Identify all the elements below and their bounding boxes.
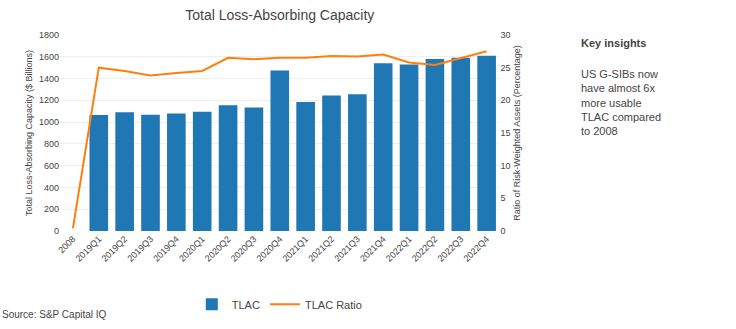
svg-text:2020Q3: 2020Q3 bbox=[229, 234, 259, 264]
svg-text:10: 10 bbox=[501, 161, 511, 171]
svg-text:1000: 1000 bbox=[39, 117, 59, 127]
svg-text:1200: 1200 bbox=[39, 95, 59, 105]
svg-text:1600: 1600 bbox=[39, 52, 59, 62]
svg-text:2021Q4: 2021Q4 bbox=[358, 234, 388, 264]
svg-text:US G-SIBs nowhave almost 6xmor: US G-SIBs nowhave almost 6xmore usableTL… bbox=[581, 68, 661, 137]
svg-text:TLAC: TLAC bbox=[232, 299, 260, 311]
svg-text:Key insights: Key insights bbox=[581, 37, 646, 49]
svg-text:5: 5 bbox=[501, 193, 506, 203]
svg-text:2021Q3: 2021Q3 bbox=[332, 234, 362, 264]
svg-text:2019Q4: 2019Q4 bbox=[151, 234, 181, 264]
svg-text:30: 30 bbox=[501, 30, 511, 40]
svg-text:1800: 1800 bbox=[39, 30, 59, 40]
svg-text:2019Q2: 2019Q2 bbox=[100, 234, 130, 264]
svg-text:2020Q2: 2020Q2 bbox=[203, 234, 233, 264]
svg-text:20: 20 bbox=[501, 95, 511, 105]
svg-text:0: 0 bbox=[54, 226, 59, 236]
svg-text:2022Q1: 2022Q1 bbox=[384, 234, 414, 264]
svg-text:2019Q1: 2019Q1 bbox=[74, 234, 104, 264]
svg-text:2022Q2: 2022Q2 bbox=[410, 234, 440, 264]
svg-text:2020Q4: 2020Q4 bbox=[255, 234, 285, 264]
svg-text:25: 25 bbox=[501, 63, 511, 73]
svg-text:TLAC Ratio: TLAC Ratio bbox=[305, 299, 362, 311]
svg-text:2020Q1: 2020Q1 bbox=[177, 234, 207, 264]
svg-text:Ratio of Risk-Weighted Assets: Ratio of Risk-Weighted Assets (Percentag… bbox=[512, 45, 522, 220]
svg-text:600: 600 bbox=[44, 161, 59, 171]
svg-text:2021Q1: 2021Q1 bbox=[281, 234, 311, 264]
svg-text:400: 400 bbox=[44, 183, 59, 193]
svg-text:Source: S&P Capital IQ: Source: S&P Capital IQ bbox=[2, 309, 107, 320]
svg-text:Total Loss-Absorbing Capacity: Total Loss-Absorbing Capacity ($ Billion… bbox=[24, 50, 34, 216]
svg-text:2021Q2: 2021Q2 bbox=[306, 234, 336, 264]
svg-text:15: 15 bbox=[501, 128, 511, 138]
svg-text:200: 200 bbox=[44, 204, 59, 214]
svg-text:2022Q3: 2022Q3 bbox=[436, 234, 466, 264]
svg-text:1400: 1400 bbox=[39, 74, 59, 84]
svg-text:2019Q3: 2019Q3 bbox=[125, 234, 155, 264]
svg-text:Total Loss-Absorbing Capacity: Total Loss-Absorbing Capacity bbox=[185, 7, 374, 23]
svg-text:2008: 2008 bbox=[56, 234, 77, 255]
svg-text:800: 800 bbox=[44, 139, 59, 149]
svg-text:2022Q4: 2022Q4 bbox=[462, 234, 492, 264]
svg-text:0: 0 bbox=[501, 226, 506, 236]
